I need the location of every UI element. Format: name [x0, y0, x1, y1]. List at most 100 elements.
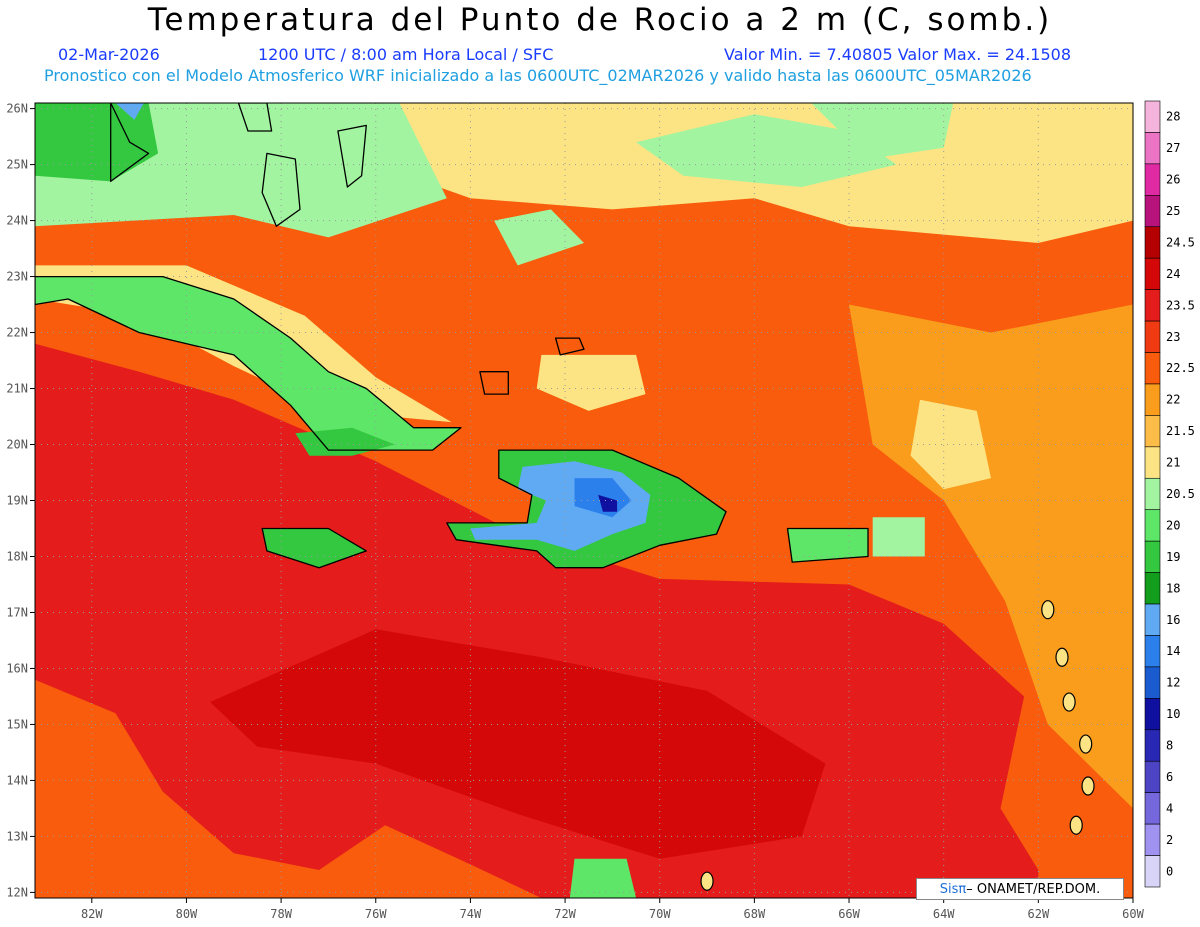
legend-swatch — [1144, 320, 1161, 353]
map-title: Temperatura del Punto de Rocio a 2 m (C,… — [147, 2, 1053, 38]
legend-label: 14 — [1166, 644, 1180, 658]
island-guadeloupe — [1055, 647, 1069, 667]
field-region-jamaica — [262, 528, 367, 568]
field-region-san-andres-green — [569, 858, 637, 898]
lon-label: 76W — [365, 907, 387, 921]
legend-swatch — [1144, 603, 1161, 636]
legend-label: 20.5 — [1166, 487, 1195, 501]
legend-swatch — [1144, 698, 1161, 731]
lon-label: 70W — [649, 907, 671, 921]
florida-coast — [110, 103, 150, 183]
field-region-caribbean-orange-south — [35, 679, 542, 898]
lon-label: 66W — [838, 907, 860, 921]
legend-swatch — [1144, 100, 1161, 133]
dewpoint-field — [35, 103, 1133, 898]
field-region-north-green-east — [811, 103, 954, 159]
legend-swatch — [1144, 792, 1161, 825]
legend-swatch — [1144, 352, 1161, 385]
longitude-labels: 82W 80W 78W 76W 74W 72W 70W 68W 66W 64W 62W 60W — [81, 907, 1145, 921]
lon-label: 74W — [460, 907, 482, 921]
legend-swatch — [1144, 760, 1161, 793]
onamet-credit: – ONAMET/REP.DOM. — [966, 881, 1101, 897]
lat-label: 21N — [6, 382, 28, 396]
legend-label: 19 — [1166, 550, 1180, 564]
grand-bahama-coast — [237, 103, 273, 132]
lat-label: 18N — [6, 549, 28, 563]
turks-coast — [554, 337, 585, 356]
field-region-pr-east-light — [872, 517, 925, 557]
great-inagua-coast — [479, 371, 509, 395]
lat-label: 14N — [6, 773, 28, 787]
legend-swatch — [1144, 729, 1161, 762]
island-antigua — [1041, 600, 1055, 620]
lon-label: 82W — [81, 907, 103, 921]
legend-label: 23 — [1166, 330, 1180, 344]
legend-swatch — [1144, 132, 1161, 165]
forecast-time: 1200 UTC / 8:00 am Hora Local / SFC — [258, 45, 554, 64]
legend-label: 2 — [1166, 833, 1173, 847]
model-info: Pronostico con el Modelo Atmosferico WRF… — [44, 66, 1032, 85]
island-aruba-curacao — [700, 871, 714, 891]
field-region-north-green — [636, 114, 897, 187]
field-region-puerto-rico — [787, 528, 868, 563]
axis-ticks — [30, 108, 1134, 903]
legend-swatch — [1144, 446, 1161, 479]
puerto-rico-coast — [786, 527, 869, 563]
legend-swatch — [1144, 540, 1161, 573]
legend-label: 21 — [1166, 456, 1180, 470]
legend-label: 26 — [1166, 173, 1180, 187]
legend-label: 28 — [1166, 110, 1180, 124]
lat-label: 25N — [6, 158, 28, 172]
lat-label: 13N — [6, 829, 28, 843]
legend-label: 0 — [1166, 864, 1173, 878]
legend-label: 22.5 — [1166, 361, 1195, 375]
coastlines — [35, 103, 1095, 891]
lat-label: 24N — [6, 214, 28, 228]
legend-label: 22 — [1166, 393, 1180, 407]
lat-label: 23N — [6, 270, 28, 284]
color-legend: 2827262524.52423.52322.52221.52120.52019… — [1144, 100, 1195, 888]
island-martinique — [1079, 734, 1093, 754]
legend-label: 24 — [1166, 267, 1180, 281]
lat-label: 17N — [6, 605, 28, 619]
legend-label: 23.5 — [1166, 298, 1195, 312]
eleuthera-coast — [337, 124, 367, 188]
lat-label: 20N — [6, 438, 28, 452]
lon-label: 64W — [933, 907, 955, 921]
lat-label: 16N — [6, 661, 28, 675]
legend-swatch — [1144, 415, 1161, 448]
island-st-vincent — [1069, 815, 1083, 835]
field-region-florida-green — [35, 103, 159, 182]
forecast-date: 02-Mar-2026 — [58, 45, 160, 64]
legend-swatch — [1144, 226, 1161, 259]
lat-label: 15N — [6, 717, 28, 731]
legend-label: 25 — [1166, 204, 1180, 218]
lat-lon-grid — [35, 103, 1133, 898]
field-region-central-dark — [210, 629, 826, 859]
legend-swatch — [1144, 635, 1161, 668]
legend-label: 20 — [1166, 518, 1180, 532]
legend-label: 8 — [1166, 739, 1173, 753]
lon-label: 62W — [1028, 907, 1050, 921]
hispaniola-coast — [446, 449, 727, 569]
legend-label: 24.5 — [1166, 235, 1195, 249]
island-st-lucia — [1081, 776, 1095, 796]
legend-label: 21.5 — [1166, 424, 1195, 438]
legend-swatch — [1144, 477, 1161, 511]
legend-swatch — [1144, 509, 1161, 542]
legend-label: 27 — [1166, 141, 1180, 155]
legend-swatch — [1144, 383, 1161, 416]
legend-label: 18 — [1166, 581, 1180, 595]
andros-coast — [261, 152, 301, 227]
cuba-coast — [35, 275, 462, 451]
legend-swatch — [1144, 823, 1161, 856]
legend-label: 6 — [1166, 770, 1173, 784]
legend-label: 4 — [1166, 801, 1173, 815]
legend-swatch — [1144, 257, 1161, 290]
sispi-logo-text: Sisπ — [939, 881, 967, 897]
field-region-turks-patch — [536, 354, 646, 411]
lon-label: 60W — [1122, 907, 1144, 921]
lon-label: 78W — [270, 907, 292, 921]
field-region-east-light — [910, 399, 991, 490]
